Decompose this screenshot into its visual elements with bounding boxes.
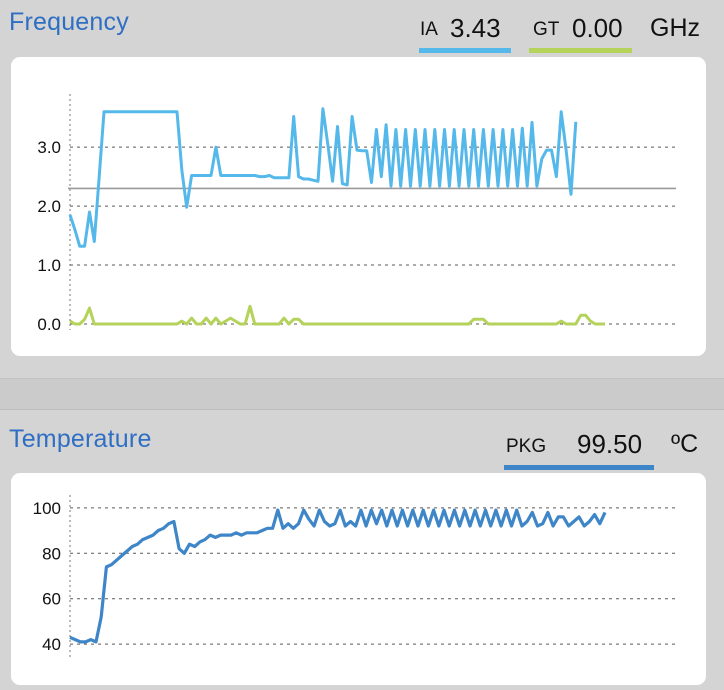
ia-value: 3.43 <box>450 13 501 43</box>
temperature-chart-card: 40 60 80 100 <box>11 473 706 685</box>
temperature-chart: 40 60 80 100 <box>33 495 676 657</box>
y-tick-label: 2.0 <box>37 197 61 216</box>
pkg-label: PKG <box>506 436 547 457</box>
temperature-title: Temperature <box>9 425 152 453</box>
temperature-unit: ºC <box>671 430 699 458</box>
frequency-chart-card: 0.0 1.0 2.0 3.0 <box>11 57 706 356</box>
frequency-title: Frequency <box>9 8 129 36</box>
ia-label: IA <box>420 19 438 40</box>
pkg-series-swatch <box>504 465 654 470</box>
gt-label: GT <box>533 19 560 40</box>
y-tick-label: 1.0 <box>37 256 61 275</box>
gt-series-swatch <box>529 48 632 53</box>
frequency-chart: 0.0 1.0 2.0 3.0 <box>37 94 676 334</box>
y-tick-label: 3.0 <box>37 138 61 157</box>
gt-value: 0.00 <box>572 13 623 43</box>
series-line-ia <box>68 107 578 248</box>
y-tick-label: 80 <box>42 544 61 563</box>
series-line-pkg <box>69 508 607 644</box>
y-tick-label: 0.0 <box>37 315 61 334</box>
y-tick-label: 60 <box>42 590 61 609</box>
pkg-value: 99.50 <box>577 429 643 459</box>
section-divider <box>0 378 724 410</box>
series-line-gt <box>69 304 605 326</box>
frequency-unit: GHz <box>650 14 700 42</box>
y-tick-label: 100 <box>33 499 61 518</box>
y-tick-label: 40 <box>42 635 61 654</box>
ia-series-swatch <box>419 48 511 53</box>
